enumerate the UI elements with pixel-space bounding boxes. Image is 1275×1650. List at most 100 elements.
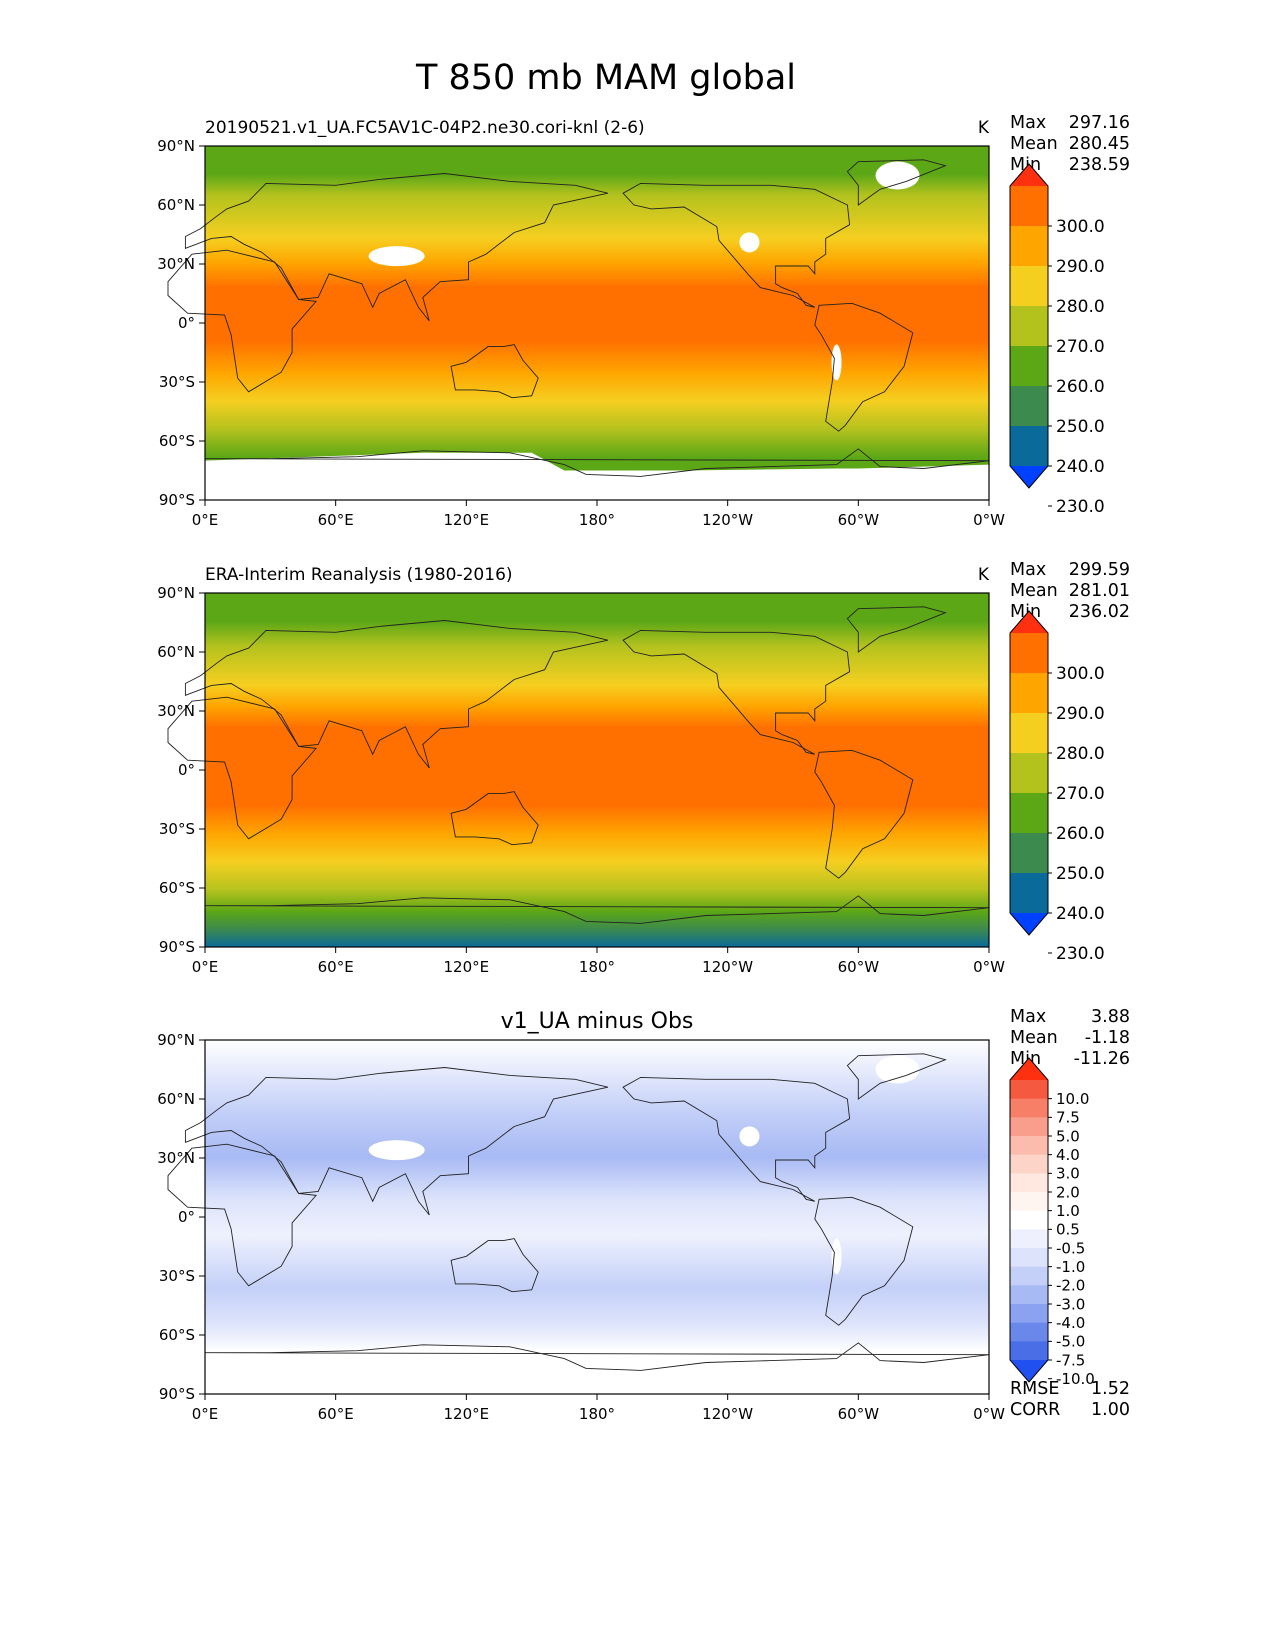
colorbar-label: -10.0 [1056,1370,1095,1388]
colorbar-segment [1010,1248,1048,1268]
lon-tick-label: 60°E [318,511,354,529]
lon-tick-label: 180° [579,958,615,976]
lat-tick-label: 90°N [157,584,195,602]
colorbar-under-extend [1010,913,1048,935]
greenland-outline [846,606,947,653]
colorbar-label: -1.0 [1056,1258,1085,1276]
lat-tick-label: 60°S [159,432,195,450]
lon-tick-label: 0°W [973,511,1005,529]
panel-title: 20190521.v1_UA.FC5AV1C-04P2.ne30.cori-kn… [205,118,645,138]
colorbar-segment [1010,1341,1048,1361]
colorbar-label: 300.0 [1056,664,1105,684]
lat-tick-label: 90°N [157,137,195,155]
lat-tick-label: 60°S [159,879,195,897]
colorbar-label: 270.0 [1056,337,1105,357]
colorbar-label: 250.0 [1056,864,1105,884]
coastlines [167,159,990,477]
colorbar-label: 230.0 [1056,944,1105,964]
map-field [205,593,989,947]
lon-tick-label: 0°E [192,511,219,529]
colorbar-label: 290.0 [1056,704,1105,724]
lat-tick-label: 0° [178,1208,195,1226]
lat-tick-label: 90°S [159,938,195,956]
colorbar-label: 260.0 [1056,824,1105,844]
north-america-outline [622,629,851,755]
stat-value: -1.18 [1085,1028,1130,1048]
colorbar: 300.0 290.0 280.0 270.0 260.0 250.0 240.0 230.0 [1009,163,1105,517]
colorbar-label: 5.0 [1056,1127,1080,1145]
colorbar-label: -2.0 [1056,1277,1085,1295]
colorbar-label: 270.0 [1056,784,1105,804]
north-america-outline [622,182,851,308]
colorbar-segment [1010,266,1048,307]
colorbar-label: 290.0 [1056,257,1105,277]
africa-outline [167,1143,318,1287]
colorbar-segment [1010,1098,1048,1118]
colorbar-label: -5.0 [1056,1333,1085,1351]
colorbar-label: -7.5 [1056,1351,1085,1369]
lat-tick-label: 30°N [157,702,195,720]
lat-tick-label: 0° [178,761,195,779]
lat-tick-label: 30°S [159,820,195,838]
coastlines [167,1053,990,1371]
lat-tick-label: 90°S [159,491,195,509]
australia-outline [450,1238,539,1293]
lon-tick-label: 60°W [838,511,880,529]
lat-tick-label: 30°N [157,1149,195,1167]
colorbar-label: 240.0 [1056,904,1105,924]
figure-title: T 850 mb MAM global [415,58,796,98]
lat-tick-label: 60°N [157,196,195,214]
lon-tick-label: 0°W [973,958,1005,976]
antarctica-mask [205,1346,989,1394]
colorbar-segment [1010,1136,1048,1156]
lat-tick-label: 60°N [157,643,195,661]
tibet-mask [368,246,425,267]
lon-tick-label: 120°W [702,958,753,976]
coastlines [167,606,990,924]
colorbar-segment [1010,1266,1048,1286]
colorbar-label: 1.0 [1056,1202,1080,1220]
colorbar-segment [1010,1210,1048,1230]
panel-3: 90°N 60°N 30°N 0° 30°S 60°S 90°S 0°E 60°E 120°E 18… [157,1007,1130,1423]
stat-value: 3.88 [1091,1007,1130,1027]
colorbar-label: 10.0 [1056,1090,1089,1108]
colorbar-segment [1010,386,1048,427]
panel-title: ERA-Interim Reanalysis (1980-2016) [205,565,513,585]
panel-2: 90°N 60°N 30°N 0° 30°S 60°S 90°S 0°E 60°E 120°E 18… [157,560,1130,976]
stat-value: 281.01 [1069,581,1130,601]
stat-value: 236.02 [1069,602,1130,622]
stat-label: Max [1010,113,1046,133]
lon-tick-label: 0°E [192,958,219,976]
colorbar-label: 4.0 [1056,1146,1080,1164]
rockies-mask [739,1126,760,1147]
colorbar-segment [1010,426,1048,467]
colorbar-segment [1010,1229,1048,1249]
colorbar-segment [1010,226,1048,267]
units-label: K [978,118,990,138]
africa-outline [167,696,318,840]
colorbar-segment [1010,346,1048,387]
stat-value: 238.59 [1069,155,1130,175]
stat-value: -11.26 [1074,1049,1130,1069]
colorbar-segment [1010,713,1048,754]
africa-outline [167,249,318,393]
colorbar-label: -4.0 [1056,1314,1085,1332]
colorbar-segment [1010,186,1048,227]
colorbar-segment [1010,873,1048,914]
andes-mask [831,344,842,381]
colorbar-label: 260.0 [1056,377,1105,397]
colorbar-over-extend [1010,611,1048,633]
tibet-mask [368,1140,425,1161]
lon-tick-label: 180° [579,1405,615,1423]
stat-label: Mean [1010,1028,1058,1048]
greenland-mask [875,161,920,190]
colorbar-label: 250.0 [1056,417,1105,437]
lat-tick-label: 60°S [159,1326,195,1344]
stat-label: RMSE [1010,1379,1059,1399]
lon-tick-label: 120°W [702,511,753,529]
colorbar-over-extend [1010,1058,1048,1080]
colorbar-label: 240.0 [1056,457,1105,477]
panel-1: 90°N 60°N 30°N 0° 30°S 60°S 90°S 0°E 60°E 120°E 18… [157,113,1130,529]
greenland-outline [846,1053,947,1100]
colorbar-label: 0.5 [1056,1221,1080,1239]
